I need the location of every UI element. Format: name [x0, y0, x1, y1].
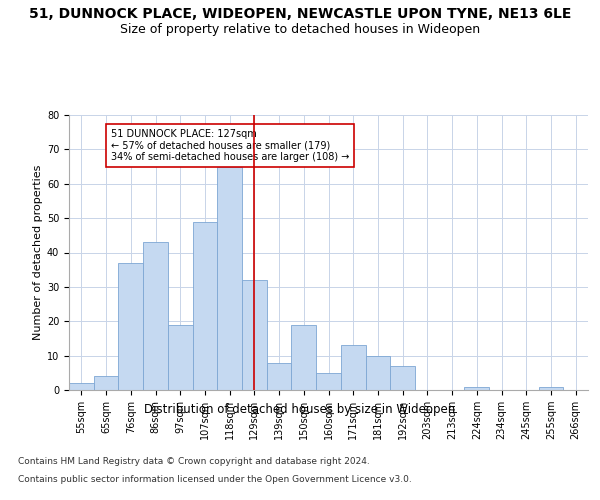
Text: Size of property relative to detached houses in Wideopen: Size of property relative to detached ho…	[120, 22, 480, 36]
Bar	[267, 362, 292, 390]
Bar	[341, 346, 365, 390]
Bar	[316, 373, 341, 390]
Bar	[292, 324, 316, 390]
Bar	[464, 386, 489, 390]
Bar	[217, 166, 242, 390]
Text: Distribution of detached houses by size in Wideopen: Distribution of detached houses by size …	[145, 402, 455, 415]
Y-axis label: Number of detached properties: Number of detached properties	[33, 165, 43, 340]
Bar	[539, 386, 563, 390]
Text: Contains public sector information licensed under the Open Government Licence v3: Contains public sector information licen…	[18, 475, 412, 484]
Bar	[143, 242, 168, 390]
Bar	[390, 366, 415, 390]
Bar	[193, 222, 217, 390]
Bar	[118, 263, 143, 390]
Text: 51 DUNNOCK PLACE: 127sqm
← 57% of detached houses are smaller (179)
34% of semi-: 51 DUNNOCK PLACE: 127sqm ← 57% of detach…	[111, 128, 349, 162]
Text: Contains HM Land Registry data © Crown copyright and database right 2024.: Contains HM Land Registry data © Crown c…	[18, 458, 370, 466]
Text: 51, DUNNOCK PLACE, WIDEOPEN, NEWCASTLE UPON TYNE, NE13 6LE: 51, DUNNOCK PLACE, WIDEOPEN, NEWCASTLE U…	[29, 8, 571, 22]
Bar	[365, 356, 390, 390]
Bar	[168, 324, 193, 390]
Bar	[69, 383, 94, 390]
Bar	[94, 376, 118, 390]
Bar	[242, 280, 267, 390]
